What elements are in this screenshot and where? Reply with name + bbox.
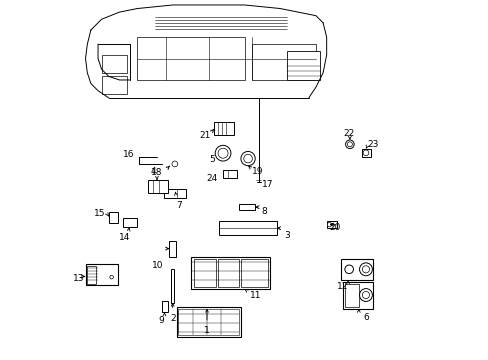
Circle shape (363, 150, 368, 156)
Text: 21: 21 (199, 131, 210, 140)
Circle shape (346, 142, 352, 147)
Text: 6: 6 (362, 313, 368, 322)
Bar (85, 264, 118, 285)
Text: 24: 24 (206, 174, 217, 183)
Text: 9: 9 (159, 316, 164, 325)
Text: 12: 12 (336, 282, 347, 291)
Bar (169, 241, 176, 257)
Bar (86, 266, 95, 284)
Bar (287, 51, 319, 80)
Circle shape (172, 161, 177, 167)
Bar (148, 180, 167, 193)
Bar (171, 269, 174, 303)
Circle shape (241, 152, 255, 166)
Text: 7: 7 (176, 201, 181, 210)
Bar (340, 258, 372, 280)
Text: 23: 23 (367, 140, 378, 149)
Bar (102, 55, 126, 73)
Circle shape (344, 265, 353, 274)
Bar (123, 218, 137, 227)
Bar (361, 149, 370, 157)
Circle shape (345, 140, 353, 149)
Bar (102, 76, 126, 94)
Text: 16: 16 (123, 150, 135, 159)
Text: 14: 14 (119, 233, 130, 242)
Bar (251, 44, 315, 80)
Bar (214, 122, 233, 135)
Bar (176, 307, 241, 337)
Text: 17: 17 (262, 180, 273, 189)
Circle shape (359, 263, 372, 276)
Circle shape (362, 292, 369, 298)
Text: 19: 19 (251, 167, 263, 176)
Bar (190, 257, 269, 289)
Circle shape (244, 154, 252, 163)
Text: 22: 22 (343, 129, 354, 138)
Bar (223, 170, 237, 178)
Bar (137, 37, 244, 80)
Circle shape (215, 145, 230, 161)
Text: 1: 1 (203, 327, 209, 336)
Text: 3: 3 (283, 231, 289, 240)
Text: 4: 4 (150, 167, 156, 176)
Text: 15: 15 (94, 209, 105, 218)
Text: 2: 2 (169, 314, 175, 323)
Bar (344, 284, 358, 307)
Circle shape (359, 289, 372, 301)
Bar (164, 189, 185, 198)
Bar (194, 259, 216, 287)
Bar (108, 212, 118, 223)
Bar (241, 259, 267, 287)
Bar (326, 221, 336, 228)
Bar (162, 301, 168, 312)
Bar (239, 204, 255, 210)
Circle shape (110, 275, 113, 279)
Text: 11: 11 (249, 292, 261, 301)
Text: 8: 8 (261, 207, 267, 216)
Text: 18: 18 (151, 168, 163, 177)
Bar (217, 259, 239, 287)
Bar (178, 309, 239, 336)
Circle shape (326, 222, 331, 227)
Text: 13: 13 (73, 274, 84, 283)
Text: 5: 5 (209, 156, 215, 165)
Text: 20: 20 (328, 222, 340, 231)
Bar (342, 282, 372, 309)
Circle shape (362, 266, 369, 273)
Bar (219, 221, 276, 235)
Text: 10: 10 (151, 261, 163, 270)
Circle shape (218, 148, 227, 158)
